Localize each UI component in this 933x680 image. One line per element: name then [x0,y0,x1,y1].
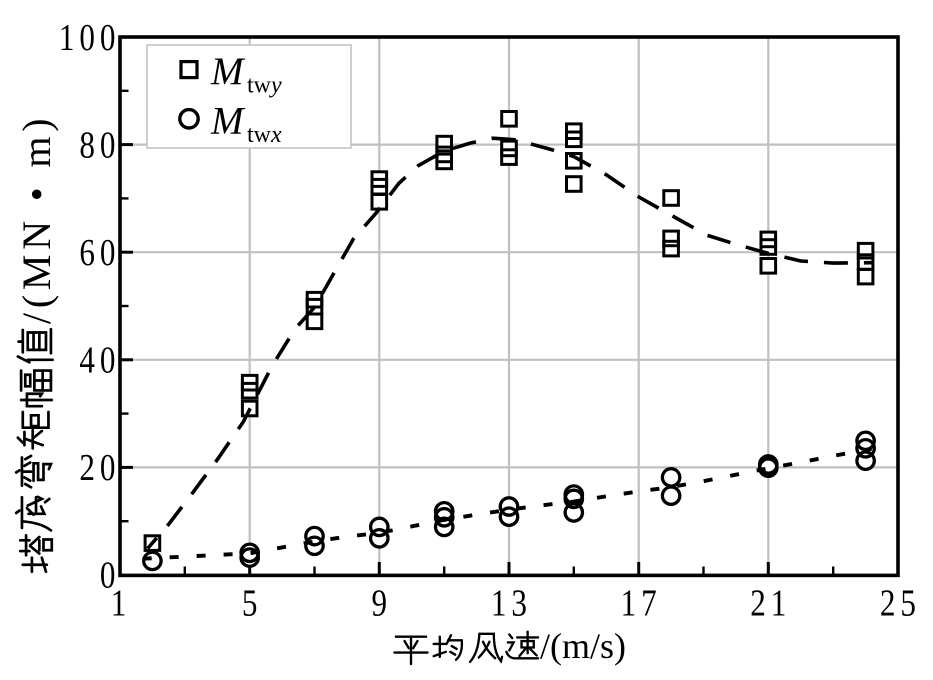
svg-text:M: M [210,50,246,93]
svg-text:17: 17 [621,582,662,625]
svg-text:0: 0 [100,553,120,596]
svg-text:21: 21 [750,582,791,625]
svg-text:twy: twy [247,73,282,99]
svg-text:20: 20 [79,446,120,489]
svg-text:80: 80 [79,123,120,166]
svg-text:13: 13 [491,582,532,625]
svg-text:twx: twx [247,122,282,148]
svg-text:/(MN • m): /(MN • m) [14,114,59,325]
svg-text:100: 100 [59,16,120,59]
svg-text:M: M [210,100,246,143]
svg-text:/(m/s): /(m/s) [540,626,626,666]
svg-text:60: 60 [79,231,120,274]
svg-text:25: 25 [880,582,921,625]
svg-text:1: 1 [111,582,131,625]
svg-text:9: 9 [371,582,391,625]
svg-text:5: 5 [242,582,262,625]
svg-text:40: 40 [79,339,120,382]
